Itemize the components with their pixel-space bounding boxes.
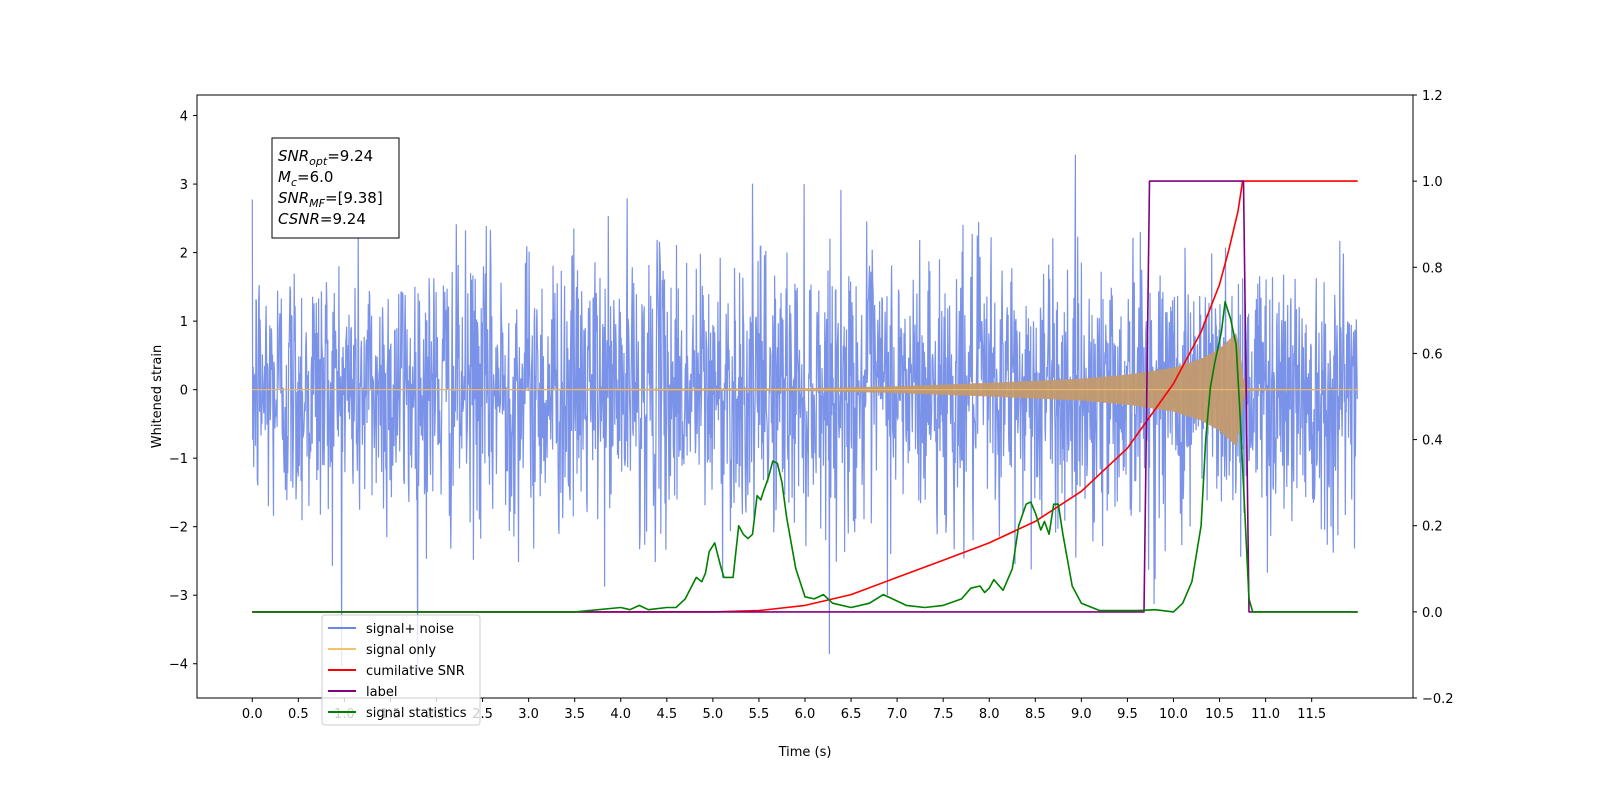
legend-label: signal statistics [366, 706, 467, 721]
series-signal-noise-line [251, 154, 1358, 671]
x-tick-label: 9.5 [1117, 707, 1138, 722]
y-right-tick-label: 0.4 [1422, 434, 1443, 449]
y-axis-right: 1.2 1.0 0.8 0.6 0.4 0.2 0.0 −0.2 [1413, 89, 1454, 707]
y-left-tick-label: −3 [169, 589, 188, 604]
series-signal-statistics-line [252, 300, 1358, 613]
y-right-tick-label: 0.0 [1422, 606, 1443, 621]
legend-label: cumilative SNR [366, 664, 465, 679]
x-tick-label: 8.0 [979, 707, 1000, 722]
y-right-tick-label: 0.8 [1422, 261, 1443, 276]
y-right-tick-label: 0.2 [1422, 520, 1443, 535]
x-tick-label: 0.5 [288, 707, 309, 722]
y-left-tick-label: −4 [169, 658, 188, 673]
y-right-tick-label: 1.2 [1422, 89, 1443, 104]
x-tick-label: 10.5 [1205, 707, 1234, 722]
y-left-tick-label: −1 [169, 452, 188, 467]
legend-label: signal+ noise [366, 622, 454, 637]
x-tick-label: 10.0 [1159, 707, 1188, 722]
y-left-tick-label: 4 [180, 110, 188, 125]
y-axis-left: 4 3 2 1 0 −1 −2 −3 −4 [169, 110, 197, 673]
x-tick-label: 7.5 [933, 707, 954, 722]
x-tick-label: 4.5 [656, 707, 677, 722]
stats-box-frame [271, 137, 400, 239]
y-left-tick-label: 2 [180, 247, 188, 262]
y-right-tick-label: 0.6 [1422, 347, 1443, 362]
legend: signal+ noise signal only cumilative SNR la… [321, 614, 481, 726]
x-tick-label: 6.0 [795, 707, 816, 722]
y-right-tick-label: 1.0 [1422, 175, 1443, 190]
x-axis-label: Time (s) [778, 745, 832, 760]
x-tick-label: 7.0 [887, 707, 908, 722]
y-left-tick-label: 0 [180, 384, 188, 399]
x-tick-label: 0.0 [242, 707, 263, 722]
x-tick-label: 5.5 [749, 707, 770, 722]
stats-line: SNRopt=9.24 [278, 147, 373, 168]
x-tick-label: 3.5 [564, 707, 585, 722]
legend-label: label [366, 685, 397, 700]
stats-line: SNRMF=[9.38] [278, 189, 383, 210]
stats-line: CSNR=9.24 [278, 210, 366, 228]
y-left-tick-label: 1 [180, 315, 188, 330]
x-tick-label: 4.0 [610, 707, 631, 722]
legend-label: signal only [366, 643, 436, 658]
x-tick-label: 9.0 [1071, 707, 1092, 722]
legend-frame [321, 614, 481, 726]
y-left-tick-label: 3 [180, 178, 188, 193]
x-tick-label: 3.0 [518, 707, 539, 722]
x-tick-label: 8.5 [1025, 707, 1046, 722]
y-right-tick-label: −0.2 [1422, 692, 1454, 707]
x-tick-label: 11.5 [1297, 707, 1326, 722]
y-axis-label: Whitened strain [150, 345, 165, 448]
x-tick-label: 5.0 [703, 707, 724, 722]
stats-line: Mc=6.0 [278, 168, 333, 189]
plot-area [251, 154, 1358, 671]
x-tick-label: 6.5 [841, 707, 862, 722]
x-tick-label: 11.0 [1251, 707, 1280, 722]
y-left-tick-label: −2 [169, 521, 188, 536]
